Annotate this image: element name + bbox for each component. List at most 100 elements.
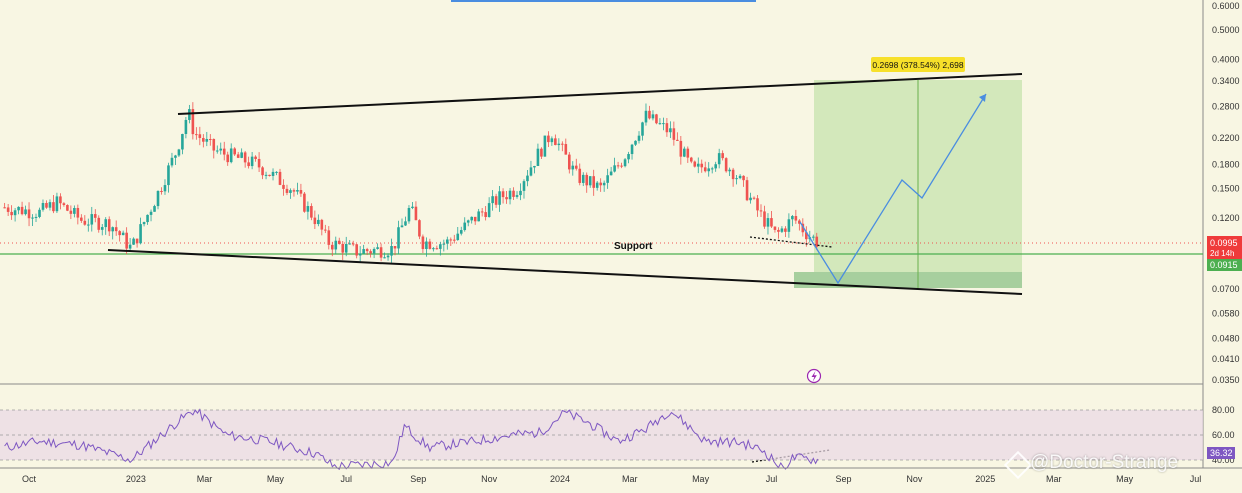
candle-body [142, 222, 146, 225]
time-tick-label: Jul [340, 474, 352, 484]
candle-body [714, 164, 717, 169]
candle-body [208, 138, 212, 140]
candle-body [651, 114, 655, 119]
candle-body [710, 168, 714, 170]
time-tick-label: May [267, 474, 285, 484]
channel-lower-line[interactable] [107, 249, 1023, 295]
candle-body [784, 228, 787, 232]
candle-body [425, 241, 428, 250]
candle-body [250, 156, 254, 167]
candle-body [20, 206, 24, 215]
candle-body [296, 190, 299, 192]
candle-body [449, 239, 453, 241]
candle-body [215, 150, 219, 152]
candle-body [567, 154, 571, 170]
candle-body [376, 247, 379, 249]
candle-body [452, 239, 456, 241]
rsi-current-value: 36.32 [1210, 448, 1233, 458]
projection-path [799, 93, 987, 285]
candle-body [153, 206, 156, 212]
channel-upper-line[interactable] [177, 73, 1023, 115]
candle-body [491, 196, 494, 204]
candle-body [83, 220, 87, 225]
price-tick-label: 0.0700 [1212, 284, 1240, 294]
candle-body [620, 165, 623, 167]
candle-body [243, 152, 247, 163]
candle-body [707, 168, 711, 172]
candle-body [118, 231, 121, 236]
time-tick-label: May [692, 474, 710, 484]
candle-body [526, 175, 529, 182]
rsi-tick-label: 80.00 [1212, 405, 1235, 415]
candle-body [735, 178, 738, 180]
candle-body [414, 206, 418, 221]
candle-body [644, 110, 648, 123]
candle-body [268, 174, 271, 176]
candle-body [602, 182, 606, 186]
candle-body [787, 219, 791, 232]
candle-body [369, 251, 372, 254]
candle-body [613, 165, 616, 172]
candle-body [512, 190, 515, 197]
candle-body [658, 123, 662, 125]
stop-zone [794, 272, 1022, 288]
candle-body [672, 128, 676, 140]
candle-body [676, 139, 679, 141]
candle-body [561, 143, 564, 145]
candle-body [351, 243, 355, 245]
candle-body [327, 230, 331, 245]
projection-arrowhead [979, 94, 986, 102]
candle-body [780, 228, 784, 232]
candle-body [121, 232, 125, 236]
candle-body [798, 220, 801, 224]
candle-body [592, 176, 595, 188]
candle-body [13, 210, 17, 216]
candle-body [114, 227, 118, 232]
candle-body [686, 148, 690, 158]
candle-body [487, 203, 491, 218]
candle-body [198, 134, 202, 138]
price-tick-label: 0.5000 [1212, 25, 1240, 35]
rsi-tick-label: 60.00 [1212, 430, 1235, 440]
candle-body [742, 175, 745, 181]
price-tick-label: 0.1800 [1212, 159, 1240, 169]
candle-body [655, 114, 658, 124]
candle-body [111, 227, 114, 232]
candle-body [515, 195, 519, 197]
candle-body [543, 135, 547, 157]
lightning-icon[interactable] [806, 368, 822, 384]
candle-body [738, 175, 742, 179]
candle-body [146, 214, 149, 223]
candle-body [554, 138, 557, 146]
candle-body [188, 109, 191, 120]
candle-body [752, 197, 756, 199]
target-label: 0.2698 (378.54%) 2,698 [872, 60, 963, 70]
candle-body [372, 248, 376, 254]
time-tick-label: May [1116, 474, 1134, 484]
price-axis: 0.6000 0.5000 0.4000 0.3400 0.2800 0.2200 0.18… [1212, 1, 1240, 385]
candle-body [791, 216, 794, 220]
candle-body [362, 249, 365, 254]
candle-body [689, 157, 693, 162]
rsi-current-badge [1207, 447, 1235, 459]
support-price-badge [1207, 259, 1242, 271]
candle-body [355, 244, 358, 256]
candle-body [93, 214, 97, 218]
candle-body [358, 253, 362, 256]
candle-body [571, 165, 575, 170]
candle-body [574, 165, 578, 169]
time-tick-label: 2024 [550, 474, 570, 484]
candle-body [69, 210, 73, 214]
candle-body [637, 135, 641, 141]
candle-body [421, 236, 425, 250]
time-tick-label: Mar [622, 474, 638, 484]
candle-body [418, 220, 421, 237]
candle-body [404, 221, 407, 226]
candle-body [585, 174, 589, 186]
candle-body [3, 207, 6, 209]
candle-body [693, 161, 697, 167]
candle-body [128, 244, 132, 249]
candle-body [132, 238, 135, 245]
target-label-box[interactable] [871, 57, 965, 72]
